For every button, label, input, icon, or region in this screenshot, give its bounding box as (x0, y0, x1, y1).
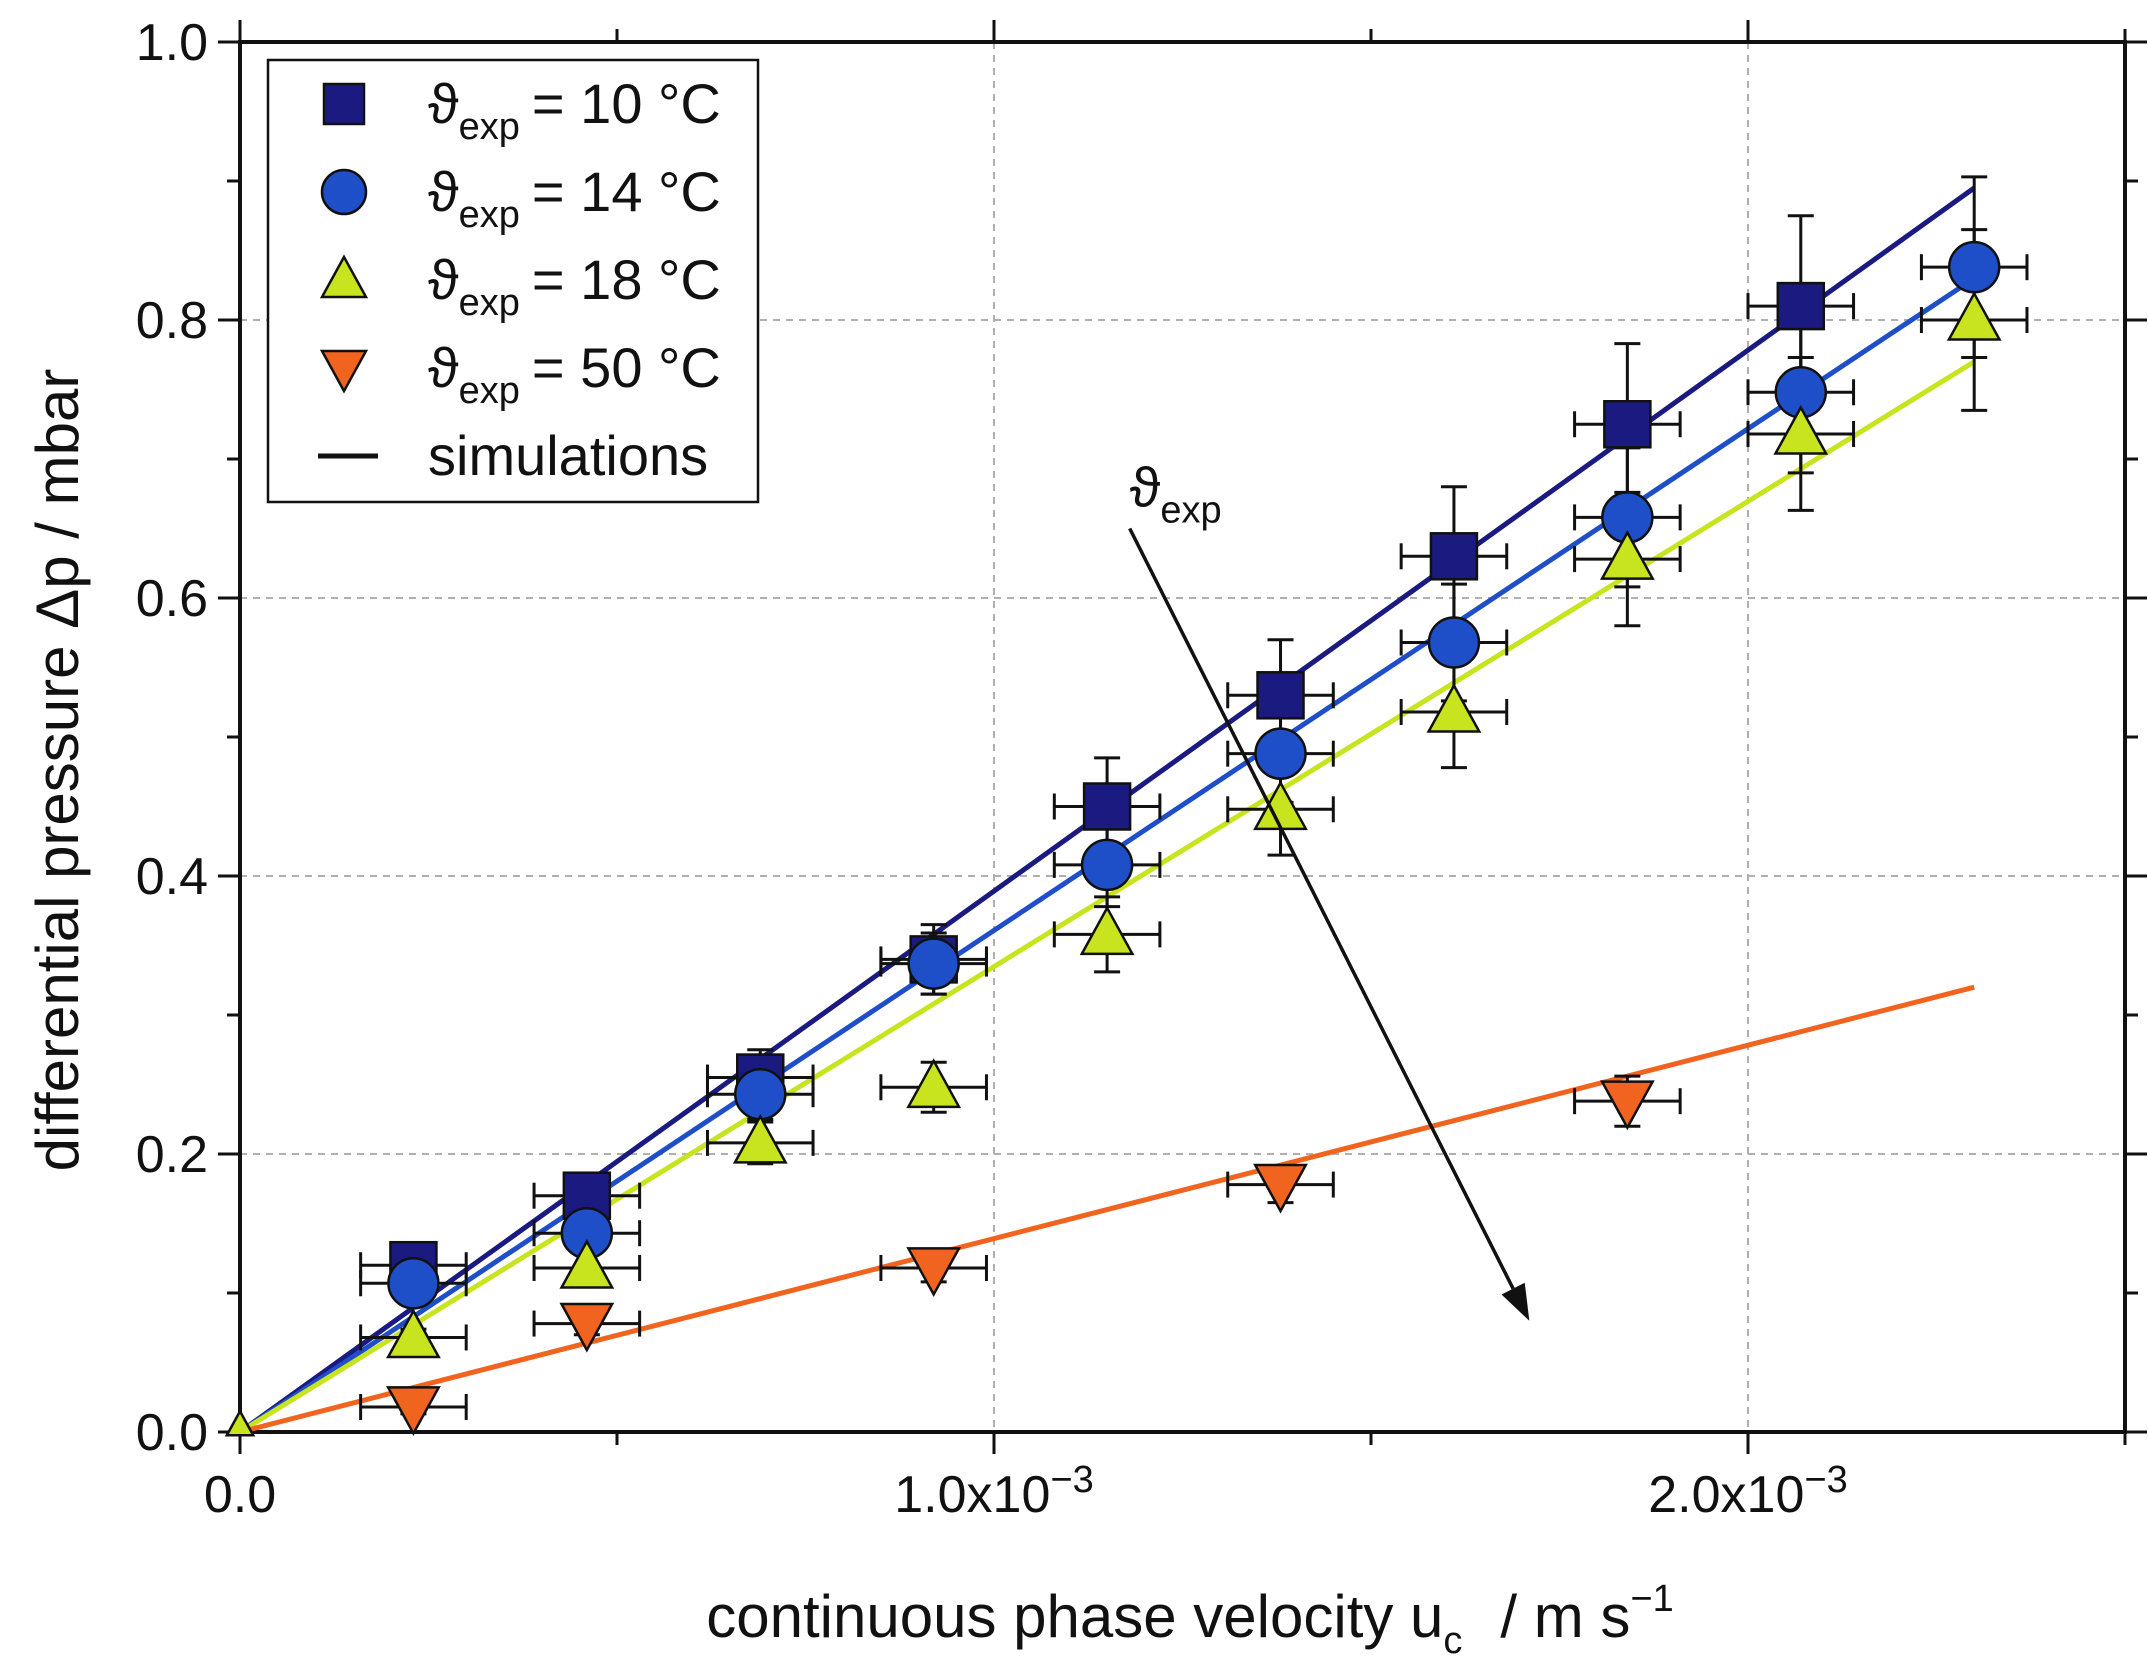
arrow-head (1501, 1282, 1530, 1321)
data-point-10 °C (1776, 281, 1826, 331)
data-points (224, 240, 2002, 1437)
x-tick-label: 1.0x10−3 (894, 1459, 1093, 1524)
tick-labels: 0.0 0.2 0.4 0.6 0.8 1.0 0.0 1.0x10−3 2.0x10−3 (136, 14, 1848, 1524)
legend-entry-14 °C: ϑexp = 14 °C (428, 160, 721, 236)
data-point-14 °C (1947, 240, 2001, 294)
data-point-14 °C (387, 1257, 440, 1310)
x-axis-title-main: continuous phase velocity u (706, 1583, 1443, 1650)
data-point-18 °C (1946, 290, 2002, 341)
temperature-arrow-annotation: ϑexp (1128, 456, 1530, 1321)
data-point-18 °C (559, 1238, 615, 1289)
data-point-14 °C (1080, 838, 1134, 892)
data-point-10 °C (1256, 671, 1305, 720)
y-tick-label: 1.0 (136, 14, 208, 72)
data-point-10 °C (1082, 782, 1132, 831)
y-tick-label: 0.2 (136, 1126, 208, 1184)
data-point-14 °C (1427, 616, 1481, 669)
y-axis-title-text: differential pressure Δp / mbar (24, 369, 91, 1172)
legend-marker-14 °C (320, 168, 368, 216)
legend-marker-18 °C (319, 254, 369, 299)
x-tick-label: 2.0x10−3 (1648, 1459, 1847, 1524)
data-point-origin (224, 1408, 256, 1437)
y-axis-title: differential pressure Δp / mbar (24, 369, 91, 1172)
legend-marker-10 °C (322, 82, 366, 126)
legend-entry-10 °C: ϑexp = 10 °C (428, 72, 721, 148)
legend-entry-50 °C: ϑexp = 50 °C (428, 336, 721, 412)
data-point-18 °C (1079, 905, 1135, 956)
x-axis-title-exponent: −1 (1630, 1578, 1673, 1620)
data-point-18 °C (1426, 682, 1482, 733)
legend-marker-50 °C (319, 349, 369, 394)
y-tick-label: 0.4 (136, 848, 208, 906)
data-point-18 °C (906, 1058, 962, 1109)
data-point-10 °C (1603, 400, 1652, 449)
data-point-14 °C (1254, 727, 1307, 780)
data-point-50 °C (559, 1302, 615, 1353)
data-point-14 °C (907, 937, 960, 990)
data-point-10 °C (1429, 532, 1479, 581)
y-tick-label: 0.6 (136, 570, 208, 628)
x-axis-title: continuous phase velocity uc / m s−1 (706, 1578, 1673, 1662)
legend-entry-18 °C: ϑexp = 18 °C (428, 248, 721, 324)
data-point-18 °C (386, 1308, 441, 1359)
tick-marks (218, 20, 2147, 1454)
data-point-50 °C (386, 1386, 441, 1437)
legend: ϑexp = 10 °C ϑexp = 14 °C ϑexp = 18 °C ϑexp = 5… (266, 58, 760, 504)
data-point-14 °C (734, 1067, 787, 1121)
legend-entry-simulations: simulations (428, 424, 708, 487)
data-point-18 °C (1773, 404, 1829, 455)
arrow-label: ϑexp (1130, 456, 1222, 532)
x-axis-title-text: continuous phase velocity uc / m s−1 (706, 1578, 1673, 1662)
data-point-18 °C (732, 1113, 788, 1164)
data-point-18 °C (1599, 530, 1655, 580)
x-tick-label: 0.0 (204, 1466, 276, 1524)
data-point-50 °C (906, 1247, 962, 1298)
y-tick-label: 0.8 (136, 292, 208, 350)
x-axis-title-subscript: c (1443, 1620, 1462, 1662)
data-point-50 °C (1253, 1163, 1308, 1214)
x-axis-title-unit: / m s (1500, 1583, 1630, 1650)
simulation-line-50 °C (239, 984, 1975, 1435)
y-tick-label: 0.0 (136, 1404, 208, 1462)
data-point-50 °C (1599, 1080, 1655, 1131)
arrow-shaft (1128, 527, 1515, 1290)
